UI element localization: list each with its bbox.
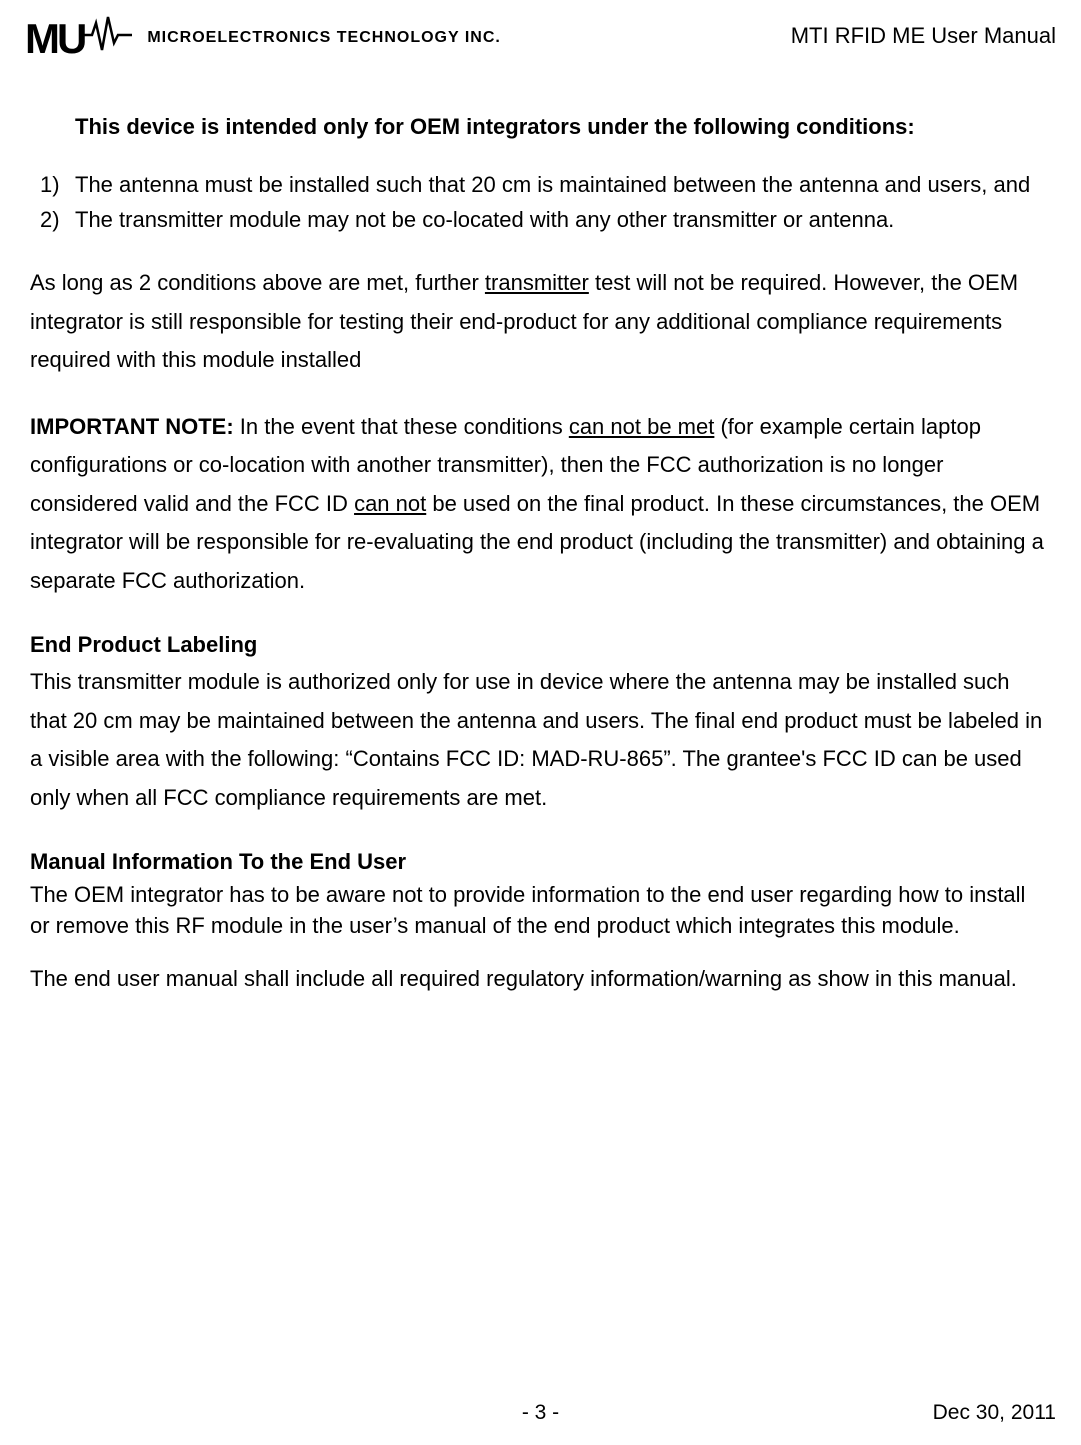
logo-section: MU MICROELECTRONICS TECHNOLOGY INC.	[25, 15, 501, 60]
paragraph-conditions-note: As long as 2 conditions above are met, f…	[30, 264, 1051, 380]
paragraph-labeling: This transmitter module is authorized on…	[30, 663, 1051, 817]
item-number: 2)	[40, 203, 75, 236]
item-text: The transmitter module may not be co-loc…	[75, 203, 1051, 236]
item-text: The antenna must be installed such that …	[75, 168, 1051, 201]
section-heading-labeling: End Product Labeling	[30, 628, 1051, 661]
logo-text: MU	[25, 18, 84, 60]
important-label: IMPORTANT NOTE:	[30, 414, 234, 439]
conditions-list: 1) The antenna must be installed such th…	[40, 168, 1051, 236]
item-number: 1)	[40, 168, 75, 201]
paragraph-manual-info: The OEM integrator has to be aware not t…	[30, 880, 1051, 942]
document-title: MTI RFID ME User Manual	[791, 23, 1056, 49]
text-run: As long as 2 conditions above are met, f…	[30, 270, 485, 295]
logo-wave-icon	[82, 15, 132, 60]
document-page: MU MICROELECTRONICS TECHNOLOGY INC. MTI …	[0, 0, 1081, 1445]
text-run: In the event that these conditions	[234, 414, 569, 439]
company-name: MICROELECTRONICS TECHNOLOGY INC.	[147, 29, 501, 47]
page-header: MU MICROELECTRONICS TECHNOLOGY INC. MTI …	[25, 15, 1056, 60]
document-content: This device is intended only for OEM int…	[25, 110, 1056, 998]
page-number: - 3 -	[522, 1401, 559, 1425]
footer-date: Dec 30, 2011	[933, 1401, 1056, 1425]
paragraph-end-user-manual: The end user manual shall include all re…	[30, 960, 1051, 999]
underlined-text: transmitter	[485, 270, 589, 295]
paragraph-important-note: IMPORTANT NOTE: In the event that these …	[30, 408, 1051, 601]
underlined-text: can not	[354, 491, 426, 516]
page-footer: - 3 - Dec 30, 2011	[25, 1401, 1056, 1425]
company-logo: MU	[25, 15, 132, 60]
intro-heading: This device is intended only for OEM int…	[75, 110, 1051, 143]
underlined-text: can not be met	[569, 414, 715, 439]
list-item: 1) The antenna must be installed such th…	[40, 168, 1051, 201]
list-item: 2) The transmitter module may not be co-…	[40, 203, 1051, 236]
section-heading-manual-info: Manual Information To the End User	[30, 845, 1051, 878]
